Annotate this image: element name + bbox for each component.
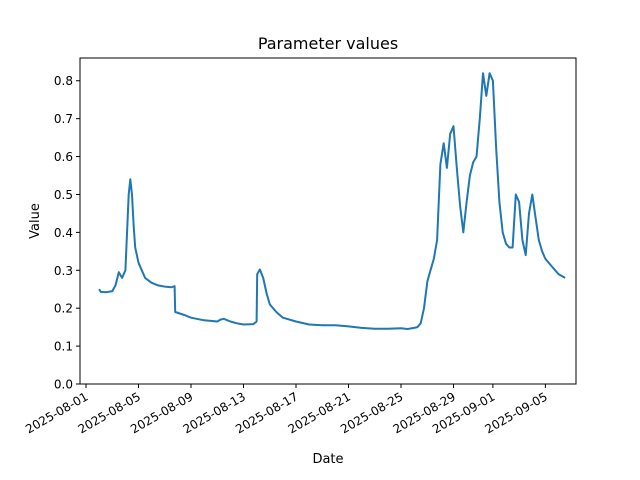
y-tick-label: 0.4 <box>54 226 73 240</box>
y-tick-label: 0.2 <box>54 302 73 316</box>
y-tick-label: 0.5 <box>54 188 73 202</box>
y-tick-label: 0.3 <box>54 264 73 278</box>
y-tick-label: 0.8 <box>54 74 73 88</box>
y-tick-label: 0.6 <box>54 150 73 164</box>
x-axis-label: Date <box>312 452 343 467</box>
y-axis: 0.0 0.1 0.2 0.3 0.4 0.5 0.6 0.7 0.8 <box>54 74 80 392</box>
y-tick-label: 0.1 <box>54 340 73 354</box>
y-tick-label: 0.0 <box>54 378 73 392</box>
y-axis-label: Value <box>28 203 43 239</box>
y-tick-label: 0.7 <box>54 112 73 126</box>
plot-frame <box>79 57 577 385</box>
chart-title: Parameter values <box>258 34 398 53</box>
series-line-1 <box>98 72 566 330</box>
plot-area <box>98 72 566 330</box>
